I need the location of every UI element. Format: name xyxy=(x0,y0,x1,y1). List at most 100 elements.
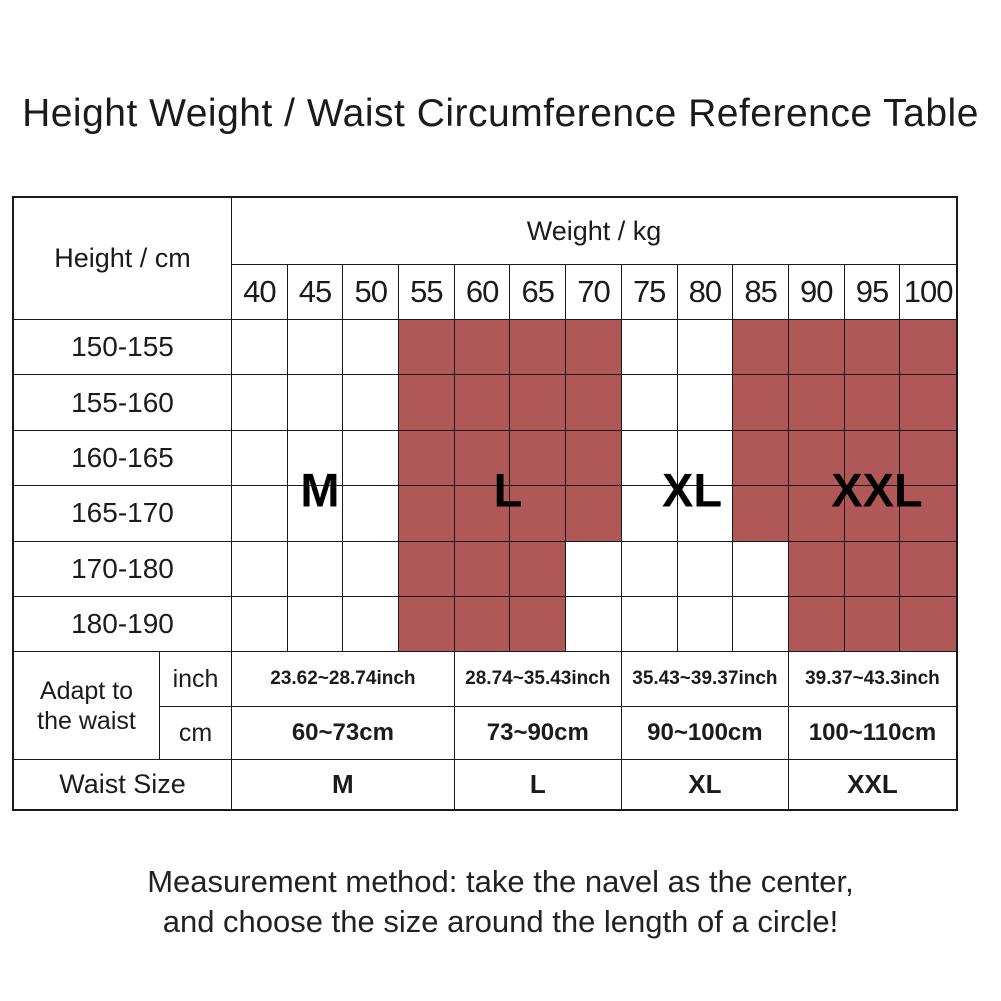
empty-cell xyxy=(287,596,344,653)
height-row-165-170: 165-170 xyxy=(14,486,232,542)
empty-cell xyxy=(232,596,288,653)
empty-cell xyxy=(677,486,734,542)
highlight-cell xyxy=(844,486,901,542)
page-title: Height Weight / Waist Circumference Refe… xyxy=(22,92,979,135)
highlight-cell xyxy=(900,541,956,597)
weight-col-75: 75 xyxy=(621,265,678,320)
empty-cell xyxy=(677,430,734,487)
empty-cell xyxy=(343,375,400,431)
empty-cell xyxy=(343,541,400,597)
empty-cell xyxy=(733,596,789,653)
waist-inch-range-xl: 35.43~39.37inch xyxy=(621,652,789,708)
weight-col-60: 60 xyxy=(454,265,511,320)
weight-col-45: 45 xyxy=(287,265,344,320)
highlight-cell xyxy=(454,486,511,542)
highlight-cell xyxy=(844,541,901,597)
highlight-cell xyxy=(399,541,455,597)
highlight-cell xyxy=(900,486,956,542)
empty-cell xyxy=(232,541,288,597)
size-zone-label-xxl: XXL xyxy=(831,463,923,517)
highlight-cell xyxy=(844,320,901,376)
empty-cell xyxy=(621,375,678,431)
waist-size-header: Waist Size xyxy=(14,760,232,809)
size-zone-label-m: M xyxy=(300,463,340,517)
empty-cell xyxy=(621,320,678,376)
measurement-note-line1: Measurement method: take the navel as th… xyxy=(147,864,854,899)
waist-inch-range-m: 23.62~28.74inch xyxy=(232,652,455,708)
empty-cell xyxy=(232,320,288,376)
height-row-170-180: 170-180 xyxy=(14,541,232,597)
weight-col-85: 85 xyxy=(733,265,789,320)
empty-cell xyxy=(343,430,400,487)
empty-cell xyxy=(232,486,288,542)
waist-size-m: M xyxy=(232,760,455,809)
waist-cm-range-l: 73~90cm xyxy=(454,707,622,761)
highlight-cell xyxy=(733,486,789,542)
highlight-cell xyxy=(510,375,567,431)
empty-cell xyxy=(287,486,344,542)
waist-inch-range-l: 28.74~35.43inch xyxy=(454,652,622,708)
highlight-cell xyxy=(733,430,789,487)
weight-col-70: 70 xyxy=(566,265,622,320)
highlight-cell xyxy=(900,596,956,653)
highlight-cell xyxy=(566,430,622,487)
waist-size-xl: XL xyxy=(621,760,789,809)
empty-cell xyxy=(677,320,734,376)
weight-axis-header: Weight / kg xyxy=(232,198,956,265)
highlight-cell xyxy=(454,375,511,431)
highlight-cell xyxy=(566,486,622,542)
empty-cell xyxy=(566,541,622,597)
waist-size-l: L xyxy=(454,760,622,809)
empty-cell xyxy=(621,486,678,542)
height-row-180-190: 180-190 xyxy=(14,596,232,653)
height-row-150-155: 150-155 xyxy=(14,320,232,376)
weight-col-50: 50 xyxy=(343,265,400,320)
highlight-cell xyxy=(788,320,845,376)
highlight-cell xyxy=(510,486,567,542)
empty-cell xyxy=(621,596,678,653)
empty-cell xyxy=(232,430,288,487)
highlight-cell xyxy=(399,596,455,653)
weight-col-100: 100 xyxy=(900,265,956,320)
empty-cell xyxy=(287,541,344,597)
empty-cell xyxy=(677,541,734,597)
highlight-cell xyxy=(844,375,901,431)
highlight-cell xyxy=(788,430,845,487)
weight-col-55: 55 xyxy=(399,265,455,320)
empty-cell xyxy=(343,486,400,542)
height-row-155-160: 155-160 xyxy=(14,375,232,431)
empty-cell xyxy=(287,320,344,376)
unit-inch-label: inch xyxy=(160,652,232,708)
size-reference-table: M L XL XXL Height / cm Weight / kg 40 45 50 5… xyxy=(12,196,958,811)
highlight-cell xyxy=(510,320,567,376)
weight-col-40: 40 xyxy=(232,265,288,320)
empty-cell xyxy=(733,541,789,597)
highlight-cell xyxy=(399,430,455,487)
empty-cell xyxy=(621,430,678,487)
highlight-cell xyxy=(788,541,845,597)
empty-cell xyxy=(287,430,344,487)
highlight-cell xyxy=(733,320,789,376)
size-zone-label-xl: XL xyxy=(661,463,723,517)
empty-cell xyxy=(232,375,288,431)
highlight-cell xyxy=(454,541,511,597)
highlight-cell xyxy=(510,430,567,487)
highlight-cell xyxy=(399,320,455,376)
measurement-note: Measurement method: take the navel as th… xyxy=(0,862,1001,943)
weight-col-90: 90 xyxy=(788,265,845,320)
waist-cm-range-m: 60~73cm xyxy=(232,707,455,761)
unit-cm-label: cm xyxy=(160,707,232,761)
empty-cell xyxy=(566,596,622,653)
empty-cell xyxy=(621,541,678,597)
highlight-cell xyxy=(788,375,845,431)
highlight-cell xyxy=(510,541,567,597)
weight-col-80: 80 xyxy=(677,265,734,320)
highlight-cell xyxy=(454,430,511,487)
highlight-cell xyxy=(900,375,956,431)
highlight-cell xyxy=(510,596,567,653)
empty-cell xyxy=(343,596,400,653)
weight-col-65: 65 xyxy=(510,265,567,320)
waist-size-xxl: XXL xyxy=(788,760,956,809)
highlight-cell xyxy=(900,320,956,376)
